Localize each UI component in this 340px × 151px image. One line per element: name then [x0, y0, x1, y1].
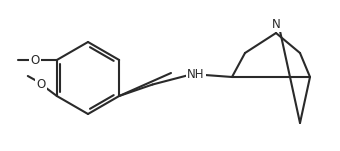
- Text: N: N: [272, 18, 280, 31]
- Text: O: O: [30, 53, 39, 66]
- Text: O: O: [36, 77, 46, 90]
- Text: NH: NH: [187, 69, 205, 82]
